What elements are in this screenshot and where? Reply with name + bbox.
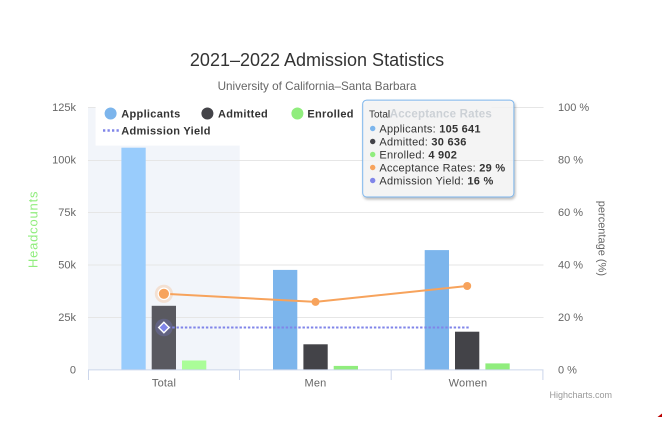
svg-text:Enrolled: 4 902: Enrolled: 4 902 — [379, 150, 457, 162]
svg-text:Total: Total — [152, 378, 176, 390]
svg-text:Enrolled: Enrolled — [307, 109, 353, 121]
svg-text:2021–2022 Admission Statistics: 2021–2022 Admission Statistics — [190, 50, 444, 70]
svg-text:100k: 100k — [52, 155, 76, 167]
svg-text:Headcounts: Headcounts — [25, 191, 40, 268]
svg-text:Admission Yield: 16 %: Admission Yield: 16 % — [379, 176, 493, 188]
svg-text:40 %: 40 % — [558, 260, 583, 272]
svg-text:Highcharts.com: Highcharts.com — [549, 390, 612, 400]
svg-text:Total: Total — [369, 110, 390, 121]
svg-text:50k: 50k — [58, 260, 76, 272]
svg-text:Acceptance Rates: Acceptance Rates — [390, 109, 492, 121]
svg-text:20 %: 20 % — [558, 312, 583, 324]
svg-text:75k: 75k — [58, 207, 76, 219]
svg-text:Acceptance Rates: 29 %: Acceptance Rates: 29 % — [379, 163, 505, 175]
svg-text:Admitted: 30 636: Admitted: 30 636 — [379, 136, 466, 148]
svg-text:80 %: 80 % — [558, 155, 583, 167]
svg-text:Women: Women — [449, 378, 488, 390]
svg-text:percentage (%): percentage (%) — [596, 201, 608, 276]
svg-text:Admitted: Admitted — [218, 109, 268, 121]
svg-text:100 %: 100 % — [558, 102, 589, 114]
svg-text:University of California–Santa: University of California–Santa Barbara — [218, 80, 417, 93]
svg-text:60 %: 60 % — [558, 207, 583, 219]
svg-text:125k: 125k — [52, 102, 76, 114]
svg-text:Admission Yield: Admission Yield — [121, 126, 210, 138]
svg-text:Men: Men — [305, 378, 327, 390]
svg-text:25k: 25k — [58, 312, 76, 324]
svg-text:Applicants: Applicants — [121, 109, 180, 121]
svg-text:Applicants: 105 641: Applicants: 105 641 — [379, 123, 480, 135]
svg-text:0: 0 — [70, 365, 76, 377]
svg-text:0 %: 0 % — [558, 365, 577, 377]
